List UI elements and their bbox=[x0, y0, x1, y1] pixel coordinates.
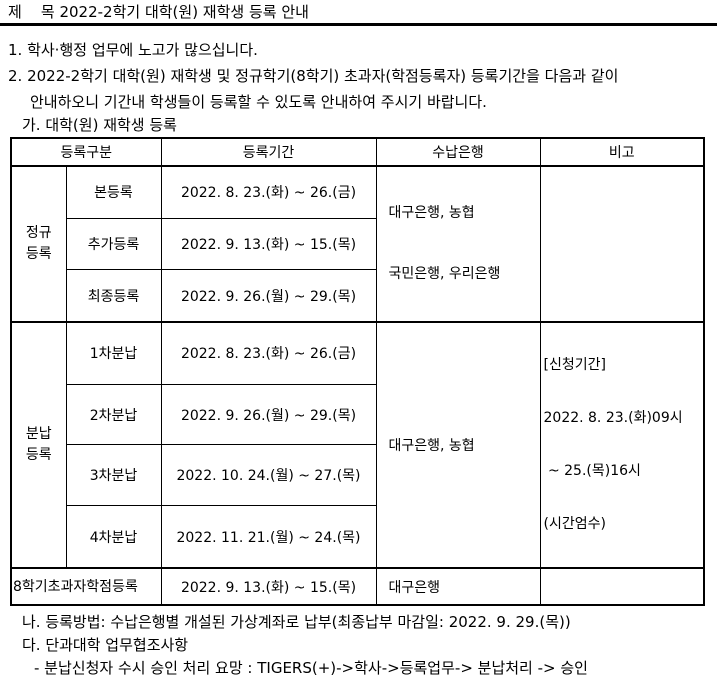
header-note: 비고 bbox=[539, 137, 705, 167]
group-label-line: 등록 bbox=[25, 447, 52, 463]
row-period-cell: 2022. 10. 24.(월) ~ 27.(목) bbox=[160, 444, 377, 507]
table-row-additional-registration: 추가등록 2022. 9. 13.(화) ~ 15.(목) bbox=[11, 217, 704, 271]
row-type-cell: 2차분납 bbox=[65, 383, 162, 446]
group-label-line: 정규 bbox=[25, 225, 52, 241]
row-period-cell: 2022. 9. 26.(월) ~ 29.(목) bbox=[160, 269, 377, 323]
row-period-cell: 2022. 9. 13.(화) ~ 15.(목) bbox=[160, 217, 377, 271]
section-ga-heading: 가. 대학(원) 재학생 등록 bbox=[22, 116, 177, 134]
document-title: 제 목 2022-2학기 대학(원) 재학생 등록 안내 bbox=[8, 3, 309, 21]
table-row-main-registration: 정규 등록 본등록 2022. 8. 23.(화) ~ 26.(금) 대구은행,… bbox=[10, 165, 705, 323]
group-label-installment: 분납 등록 bbox=[10, 321, 67, 569]
paragraph-notice-line1: 2. 2022-2학기 대학(원) 재학생 및 정규학기(8학기) 초과자(학점… bbox=[8, 67, 619, 85]
note-line: ~ 25.(목)16시 bbox=[543, 463, 641, 479]
table-row-final-registration: 최종등록 2022. 9. 26.(월) ~ 29.(목) bbox=[11, 269, 704, 323]
note-cell-regular bbox=[539, 165, 705, 323]
row-type-cell: 3차분납 bbox=[65, 444, 162, 507]
section-na-method: 나. 등록방법: 수납은행별 개설된 가상계좌로 납부(최종납부 마감일: 20… bbox=[22, 613, 571, 631]
row-type-cell: 본등록 bbox=[65, 165, 162, 219]
group-label-line: 등록 bbox=[25, 246, 52, 262]
paragraph-notice-line2: 안내하오니 기간내 학생들이 등록할 수 있도록 안내하여 주시기 바랍니다. bbox=[30, 93, 487, 111]
row-period-cell: 2022. 8. 23.(화) ~ 26.(금) bbox=[160, 320, 377, 385]
note-line: [신청기간] bbox=[543, 357, 606, 373]
bank-cell-installment: 대구은행, 농협 bbox=[375, 321, 541, 569]
table-row-installment-1: 분납 등록 1차분납 2022. 8. 23.(화) ~ 26.(금) 대구은행… bbox=[10, 320, 705, 569]
row-period-cell: 2022. 9. 13.(화) ~ 15.(목) bbox=[160, 567, 377, 606]
bank-line: 대구은행, 농협 bbox=[388, 205, 475, 221]
paragraph-greeting: 1. 학사·행정 업무에 노고가 많으십니다. bbox=[8, 41, 258, 59]
title-underline bbox=[0, 23, 717, 26]
row-period-cell: 2022. 9. 26.(월) ~ 29.(목) bbox=[160, 383, 377, 446]
bank-cell-credit-overflow: 대구은행 bbox=[375, 567, 541, 606]
group-label-line: 분납 bbox=[25, 426, 52, 442]
bank-line: 국민은행, 우리은행 bbox=[388, 266, 501, 282]
row-period-cell: 2022. 11. 21.(월) ~ 24.(목) bbox=[160, 505, 377, 569]
table-header-row: 등록구분 등록기간 수납은행 비고 bbox=[10, 137, 705, 167]
row-type-cell: 1차분납 bbox=[65, 320, 162, 385]
row-type-cell: 4차분납 bbox=[65, 505, 162, 569]
bank-cell-regular: 대구은행, 농협 국민은행, 우리은행 bbox=[375, 165, 541, 323]
group-label-regular: 정규 등록 bbox=[10, 165, 67, 323]
section-da-cooperation: 다. 단과대학 업무협조사항 bbox=[22, 636, 189, 654]
row-type-cell: 최종등록 bbox=[65, 269, 162, 323]
row-period-cell: 2022. 8. 23.(화) ~ 26.(금) bbox=[160, 165, 377, 219]
note-line: 2022. 8. 23.(화)09시 bbox=[543, 410, 683, 426]
row-type-cell: 추가등록 bbox=[65, 217, 162, 271]
group-label-credit-overflow: 8학기초과자학점등록 bbox=[10, 567, 162, 606]
header-category: 등록구분 bbox=[10, 137, 162, 167]
note-line: (시간엄수) bbox=[543, 516, 606, 532]
table-row-credit-registration: 8학기초과자학점등록 2022. 9. 13.(화) ~ 15.(목) 대구은행 bbox=[10, 567, 705, 606]
section-approval-procedure: - 분납신청자 수시 승인 처리 요망 : TIGERS(+)->학사->등록업… bbox=[34, 659, 588, 677]
header-period: 등록기간 bbox=[160, 137, 377, 167]
registration-table: 등록구분 등록기간 수납은행 비고 정규 등록 본등록 2022. 8. 23.… bbox=[10, 137, 705, 606]
note-cell-credit-overflow bbox=[539, 567, 705, 606]
note-cell-installment: [신청기간] 2022. 8. 23.(화)09시 ~ 25.(목)16시 (시… bbox=[539, 321, 705, 569]
header-bank: 수납은행 bbox=[375, 137, 541, 167]
